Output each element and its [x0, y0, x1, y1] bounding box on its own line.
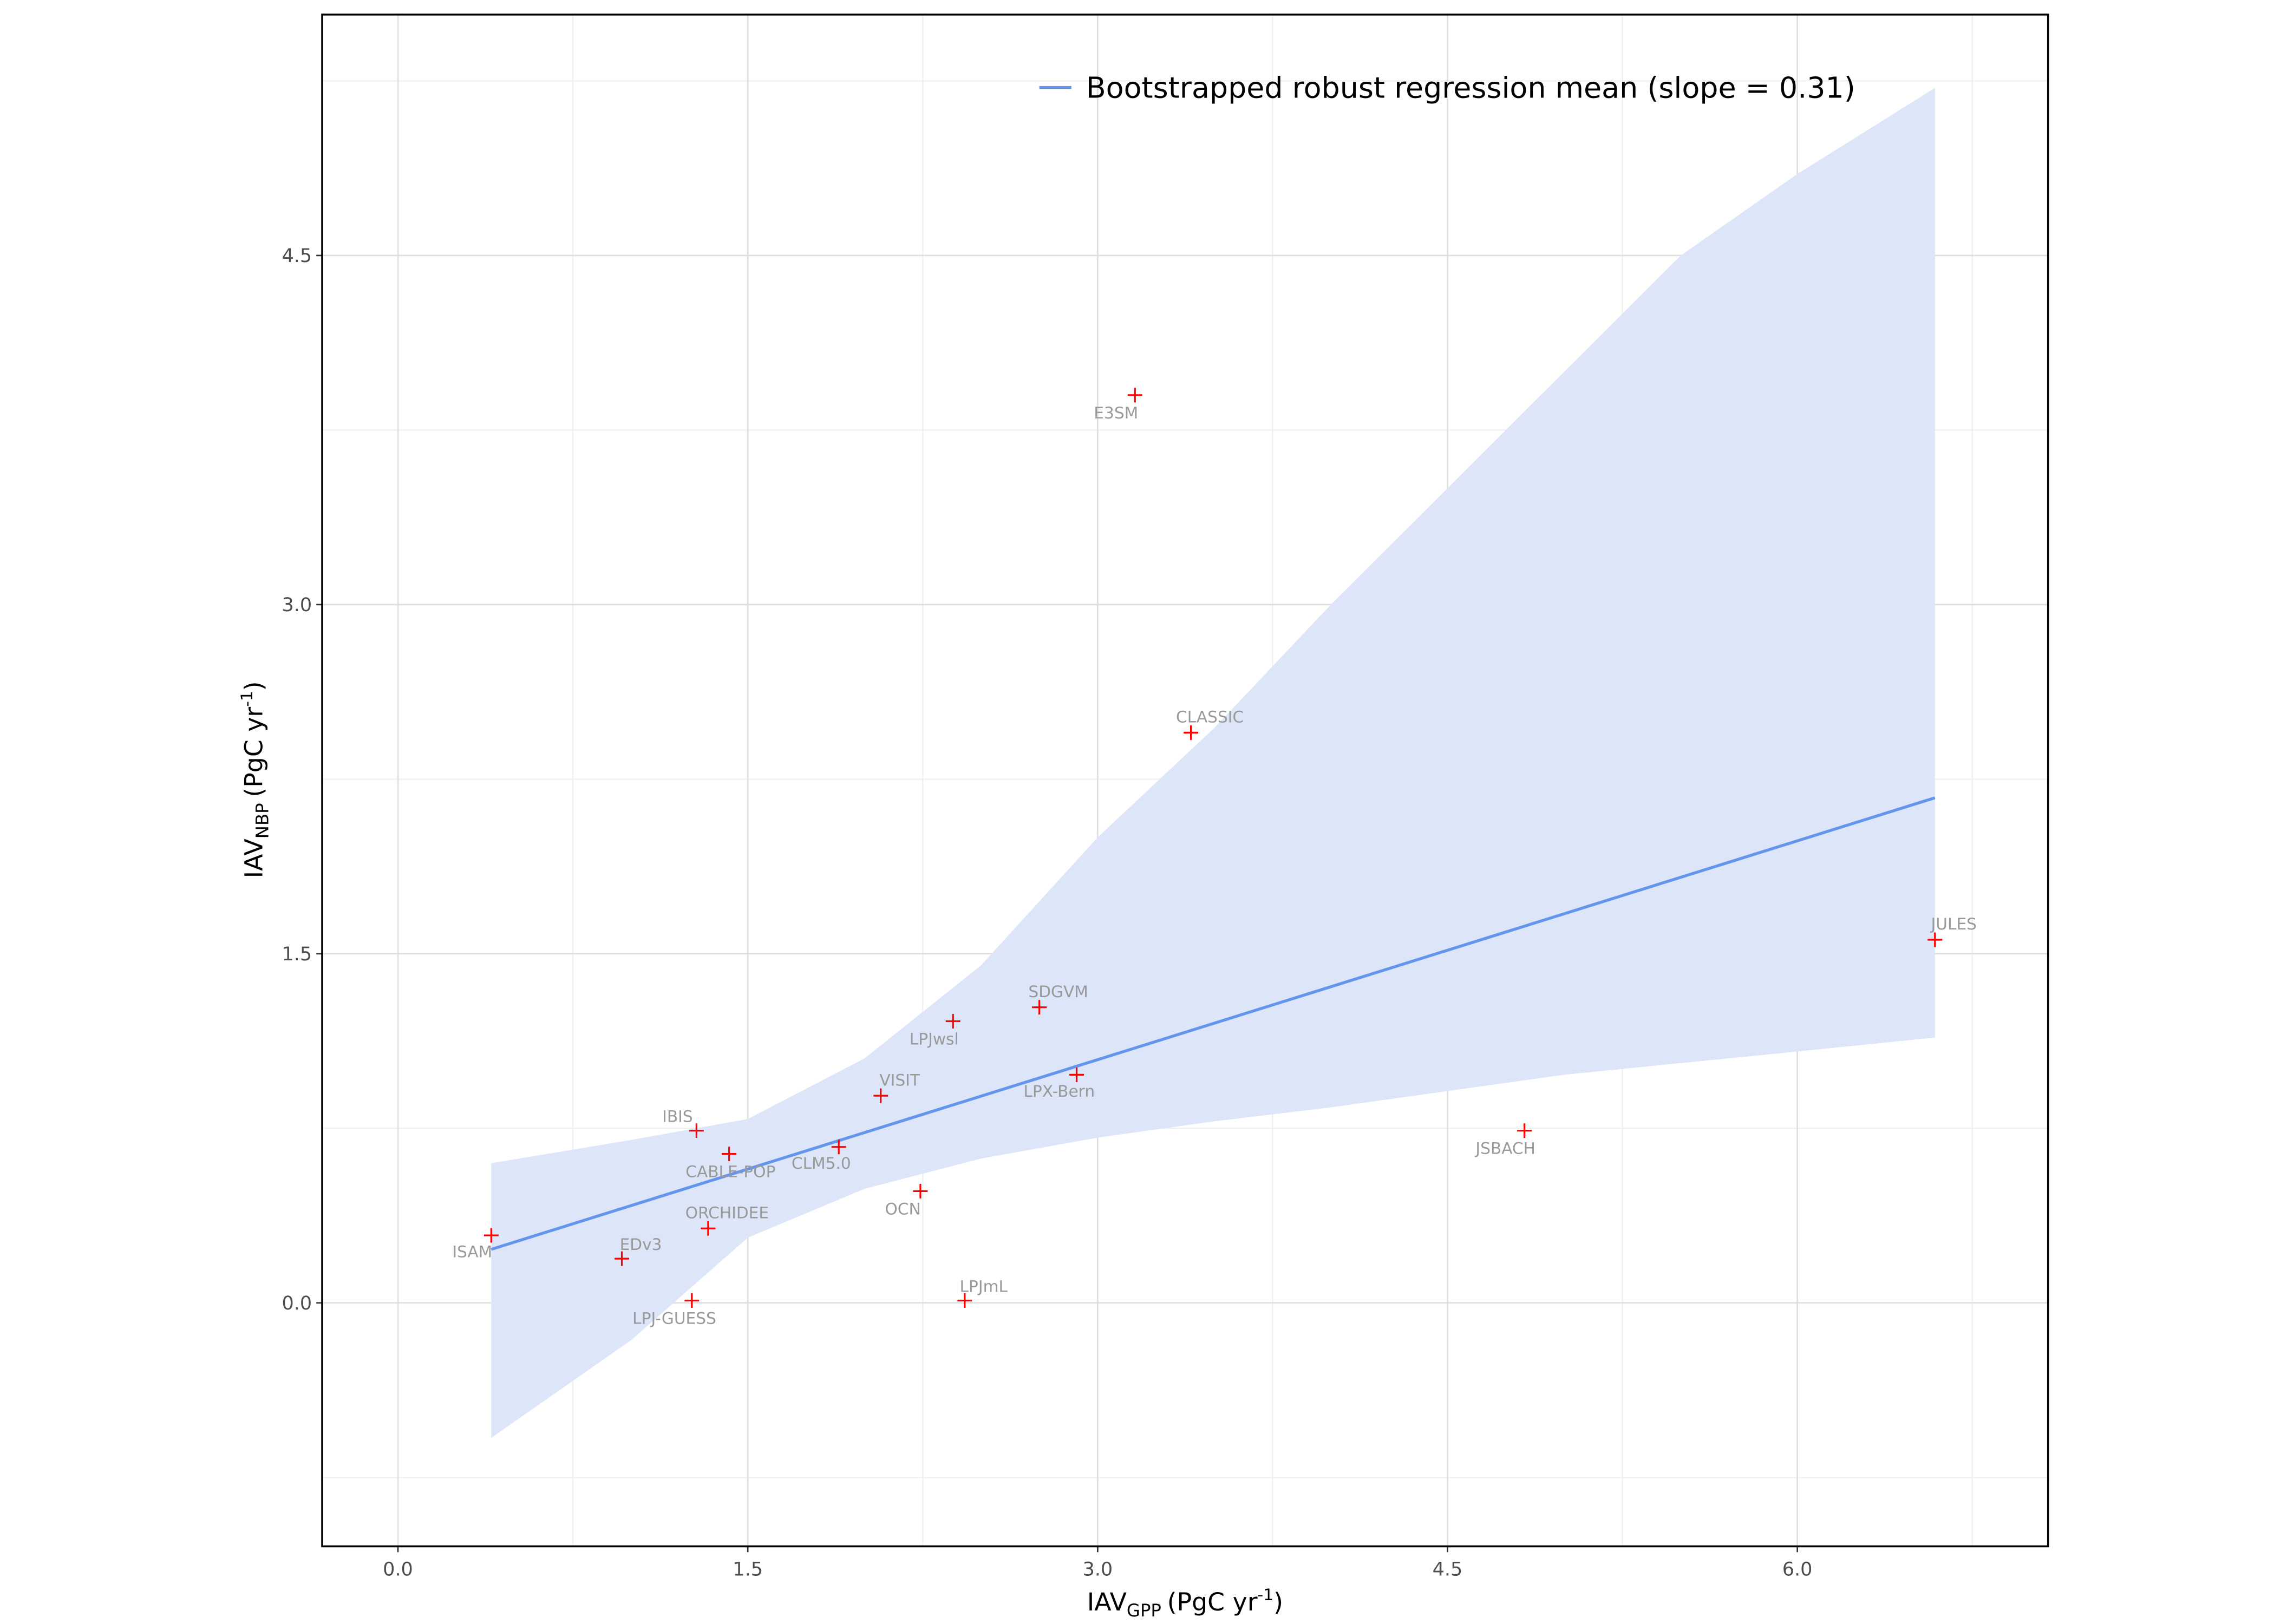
point-label: SDGVM	[1028, 983, 1088, 1001]
axis-label-sup: -1	[1258, 1586, 1274, 1604]
point-label: JULES	[1930, 915, 1977, 933]
point	[957, 1293, 972, 1308]
point	[615, 1251, 630, 1266]
point-label: OCN	[885, 1200, 921, 1218]
x-axis-label: IAVGPP (PgC yr-1)	[1087, 1586, 1283, 1621]
point-label: ISAM	[452, 1242, 492, 1261]
point	[1069, 1067, 1084, 1082]
point-label: VISIT	[879, 1071, 920, 1089]
point-label: LPX-Bern	[1023, 1082, 1095, 1101]
point	[1184, 725, 1199, 740]
x-tick-label: 0.0	[383, 1558, 413, 1580]
confidence-band	[491, 88, 1935, 1438]
point	[689, 1123, 704, 1138]
x-tick-label: 6.0	[1782, 1558, 1813, 1580]
point	[701, 1221, 716, 1236]
axis-label-sub: NBP	[252, 803, 272, 839]
plot-frame	[321, 14, 2049, 1548]
axis-label-close: )	[240, 681, 269, 691]
y-tick-label: 1.5	[282, 944, 312, 965]
axis-label-main: IAV	[240, 839, 269, 878]
x-tick-label: 1.5	[733, 1558, 763, 1580]
axis-label-sub: GPP	[1127, 1600, 1161, 1621]
point-label: CABLE-POP	[685, 1163, 775, 1181]
axis-label-close: )	[1273, 1588, 1283, 1616]
point	[913, 1183, 928, 1199]
y-axis-label: IAVNBP (PgC yr-1)	[238, 681, 273, 878]
point-label: LPJwsl	[910, 1030, 959, 1049]
point-label: LPJ-GUESS	[632, 1309, 716, 1328]
point-label: IBIS	[662, 1107, 693, 1125]
legend-label: Bootstrapped robust regression mean (slo…	[1086, 70, 1855, 104]
axis-label-main: IAV	[1087, 1588, 1127, 1616]
axis-label-unit: (PgC yr	[1167, 1588, 1258, 1616]
point-label: JSBACH	[1474, 1140, 1535, 1158]
axis-label-unit: (PgC yr	[240, 707, 269, 797]
point-label: ORCHIDEE	[685, 1203, 769, 1222]
y-tick-label: 4.5	[282, 245, 312, 267]
point	[945, 1014, 960, 1029]
point	[1927, 932, 1943, 947]
point	[873, 1088, 888, 1103]
point	[722, 1147, 737, 1162]
y-tick-label: 3.0	[282, 594, 312, 616]
y-tick-label: 0.0	[282, 1293, 312, 1314]
point-label: EDv3	[620, 1235, 662, 1254]
x-tick-label: 3.0	[1082, 1558, 1113, 1580]
axis-label-sup: -1	[238, 691, 256, 707]
point	[831, 1140, 846, 1155]
x-tick-label: 4.5	[1433, 1558, 1463, 1580]
point	[1517, 1123, 1532, 1138]
point-label: LPJmL	[960, 1277, 1008, 1295]
point	[483, 1228, 499, 1243]
regression-line	[491, 796, 1936, 1251]
point	[1127, 388, 1142, 403]
point-label: CLASSIC	[1176, 708, 1244, 726]
point	[684, 1293, 700, 1308]
point-label: E3SM	[1094, 404, 1138, 422]
point-label: CLM5.0	[792, 1154, 851, 1173]
point	[1032, 1000, 1047, 1015]
